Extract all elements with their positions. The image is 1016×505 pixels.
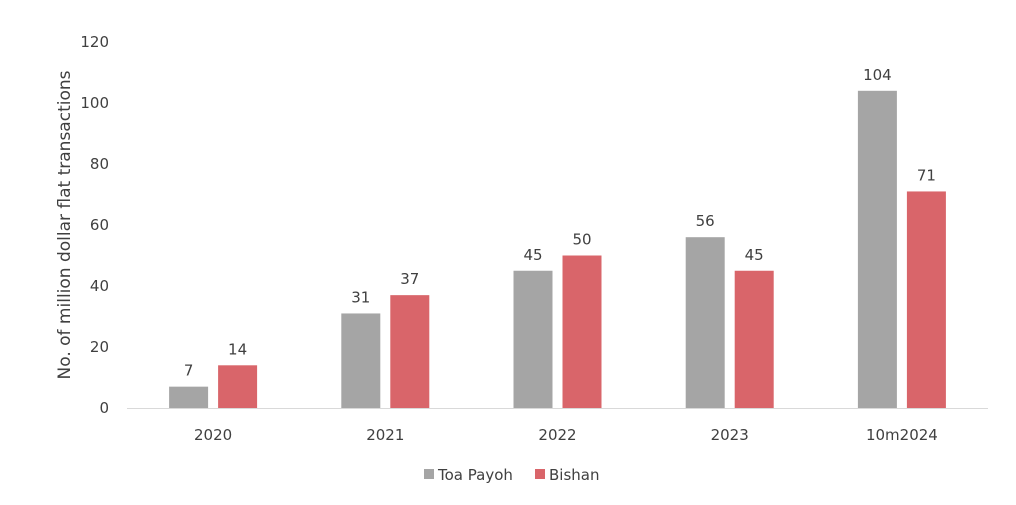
bar-toa-payoh-2020	[169, 386, 209, 408]
y-axis-ticks: 0 20 40 60 80 100 120	[80, 33, 109, 417]
x-tick-label: 2020	[194, 426, 232, 444]
y-tick-label: 80	[90, 155, 109, 173]
data-label: 14	[228, 340, 247, 358]
bar-bishan-2022	[562, 255, 602, 408]
data-label: 104	[863, 66, 892, 84]
legend-label: Bishan	[549, 466, 599, 484]
y-tick-label: 120	[80, 33, 109, 51]
legend: Toa Payoh Bishan	[424, 466, 599, 484]
legend-swatch	[535, 469, 545, 479]
data-label: 50	[572, 231, 591, 249]
x-tick-label: 10m2024	[866, 426, 938, 444]
legend-label: Toa Payoh	[437, 466, 513, 484]
data-label: 7	[184, 362, 194, 380]
bars	[169, 90, 946, 409]
data-label: 45	[523, 246, 542, 264]
y-tick-label: 100	[80, 94, 109, 112]
bar-toa-payoh-2021	[341, 313, 381, 408]
bar-bishan-2020	[218, 365, 258, 408]
y-tick-label: 0	[99, 399, 109, 417]
y-axis-label: No. of million dollar flat transactions	[55, 70, 75, 379]
data-label: 31	[351, 288, 370, 306]
data-labels: 7 14 31 37 45 50 56 45 104 71	[184, 66, 936, 380]
legend-swatch	[424, 469, 434, 479]
bar-toa-payoh-10m2024	[857, 90, 897, 409]
bar-bishan-10m2024	[906, 191, 946, 408]
data-label: 56	[696, 212, 715, 230]
x-axis-ticks: 2020 2021 2022 2023 10m2024	[194, 426, 938, 444]
bar-bishan-2023	[734, 270, 774, 408]
y-tick-label: 60	[90, 216, 109, 234]
data-label: 71	[917, 166, 936, 184]
y-tick-label: 20	[90, 338, 109, 356]
x-tick-label: 2022	[538, 426, 576, 444]
x-tick-label: 2021	[366, 426, 404, 444]
x-tick-label: 2023	[711, 426, 749, 444]
data-label: 37	[400, 270, 419, 288]
y-tick-label: 40	[90, 277, 109, 295]
bar-bishan-2021	[390, 295, 430, 408]
bar-toa-payoh-2023	[685, 237, 725, 408]
bar-toa-payoh-2022	[513, 270, 553, 408]
data-label: 45	[745, 246, 764, 264]
